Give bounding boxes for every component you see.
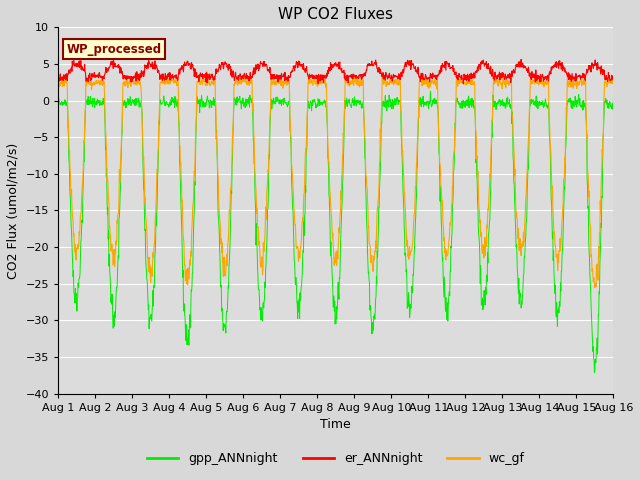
gpp_ANNnight [591,370,598,375]
er_ANNnight [164,73,172,79]
er_ANNnight [517,57,525,62]
gpp_ANNnight [609,96,617,102]
er_ANNnight [54,73,62,79]
wc_gf [495,83,502,89]
er_ANNnight [314,81,322,86]
wc_gf [566,72,574,78]
er_ANNnight [178,66,186,72]
gpp_ANNnight [164,102,172,108]
er_ANNnight [422,73,430,79]
Legend: gpp_ANNnight, er_ANNnight, wc_gf: gpp_ANNnight, er_ANNnight, wc_gf [142,447,529,470]
wc_gf [609,79,617,85]
wc_gf [591,285,598,290]
gpp_ANNnight [422,99,429,105]
gpp_ANNnight [427,88,435,94]
Title: WP CO2 Fluxes: WP CO2 Fluxes [278,7,393,22]
X-axis label: Time: Time [321,418,351,431]
gpp_ANNnight [54,98,62,104]
Line: wc_gf: wc_gf [58,75,613,288]
Y-axis label: CO2 Flux (umol/m2/s): CO2 Flux (umol/m2/s) [7,142,20,278]
gpp_ANNnight [240,104,248,109]
wc_gf [54,80,62,85]
er_ANNnight [240,76,248,82]
wc_gf [543,78,551,84]
er_ANNnight [495,73,502,79]
wc_gf [178,180,186,186]
Text: WP_processed: WP_processed [67,43,161,56]
er_ANNnight [609,75,617,81]
er_ANNnight [544,76,552,82]
gpp_ANNnight [178,218,186,224]
Line: er_ANNnight: er_ANNnight [58,60,613,84]
wc_gf [240,78,248,84]
wc_gf [164,81,172,87]
wc_gf [422,81,429,86]
Line: gpp_ANNnight: gpp_ANNnight [58,91,613,372]
gpp_ANNnight [544,106,552,111]
gpp_ANNnight [495,99,502,105]
